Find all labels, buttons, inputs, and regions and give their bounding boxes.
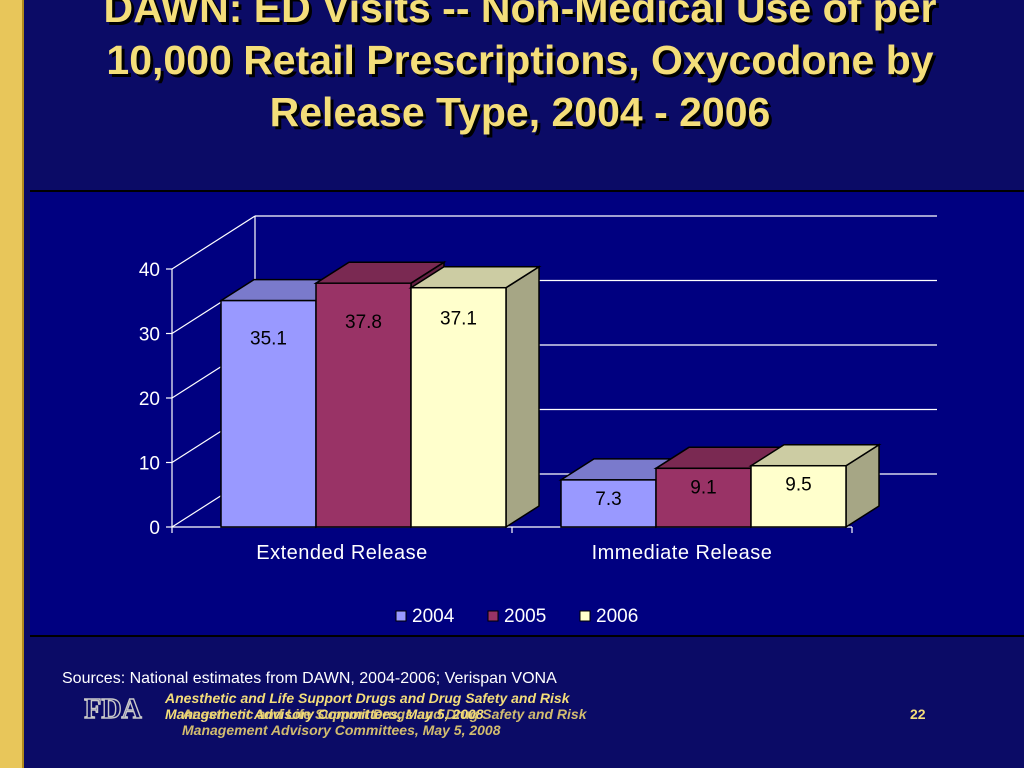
data-label: 35.1	[250, 329, 287, 350]
left-accent-bar	[0, 0, 24, 768]
x-category-label: Immediate Release	[592, 542, 773, 564]
data-label: 7.3	[595, 489, 621, 510]
bar-chart: 0 10 20 30 40 35.1 7.3 37.8 9.1 37.1 9.5 Extended R…	[139, 215, 937, 627]
sources-note: Sources: National estimates from DAWN, 2…	[62, 670, 557, 687]
legend-swatch-2005	[487, 610, 499, 622]
chart-panel: 0 10 20 30 40 35.1 7.3 37.8 9.1 37.1 9.5 Extended R…	[30, 190, 1024, 637]
legend-label-2005: 2005	[504, 606, 546, 627]
legend-label-2006: 2006	[596, 606, 638, 627]
bar-side-2006	[505, 265, 540, 529]
bar-2006	[750, 464, 847, 528]
slide-title: DAWN: ED Visits -- Non-Medical Use of pe…	[103, 0, 937, 135]
fda-logo-icon: FDA	[84, 694, 144, 722]
footer-text-overlay: Anesthetic and Life Support Drugs and Dr…	[182, 706, 587, 738]
legend-swatch-2004	[395, 610, 407, 622]
footer-text: Anesthetic and Life Support Drugs and Dr…	[165, 690, 570, 722]
legend-label-2004: 2004	[412, 606, 455, 627]
x-category-label: Extended Release	[256, 542, 427, 564]
bar-2006	[410, 286, 507, 528]
page-number: 22	[910, 706, 926, 722]
data-label: 9.5	[785, 475, 811, 496]
y-tick-label: 0	[149, 518, 160, 539]
data-label: 37.8	[345, 312, 382, 333]
bar-2005	[315, 282, 412, 528]
data-label: 37.1	[440, 309, 477, 330]
bar-2004	[560, 479, 657, 528]
legend-swatch-2006	[579, 610, 591, 622]
gridline-depth	[171, 215, 256, 270]
y-tick-label: 20	[139, 389, 160, 410]
y-tick-label: 10	[139, 454, 160, 475]
y-tick-label: 30	[139, 325, 160, 346]
fda-logo-text: FDA	[84, 694, 142, 722]
bar-2005	[655, 467, 752, 528]
y-tick-label: 40	[139, 260, 160, 281]
data-label: 9.1	[690, 477, 716, 498]
